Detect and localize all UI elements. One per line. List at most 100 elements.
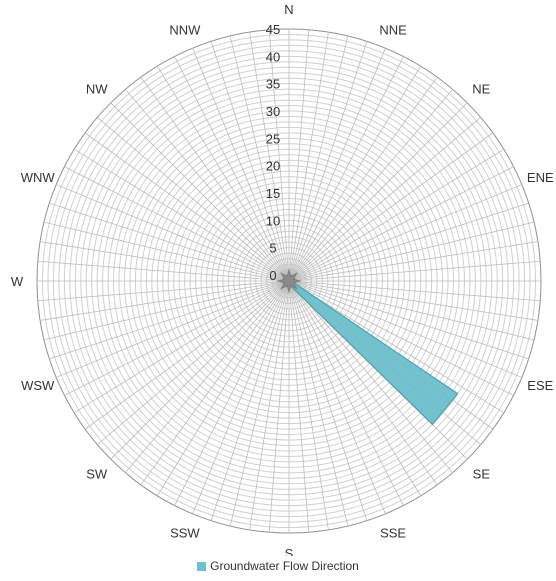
grid-spoke (293, 132, 494, 278)
radial-tick-label: 5 (269, 241, 276, 256)
radial-tick-label: 45 (266, 22, 280, 37)
radial-tick-label: 0 (269, 268, 276, 283)
radial-tick-label: 20 (266, 159, 280, 174)
direction-label: SE (473, 466, 491, 481)
grid-spoke (290, 48, 386, 276)
grid-spoke (37, 260, 284, 281)
grid-spoke (249, 32, 289, 276)
grid-spoke (140, 76, 286, 277)
direction-label: SW (86, 466, 108, 481)
grid-spoke (268, 286, 289, 533)
grid-spoke (293, 148, 505, 279)
grid-spoke (229, 35, 288, 276)
direction-label: SSE (380, 525, 406, 540)
grid-spoke (290, 41, 368, 276)
grid-spoke (290, 286, 386, 514)
grid-spoke (156, 285, 287, 497)
legend-swatch (197, 562, 207, 571)
grid-spoke (110, 102, 286, 278)
direction-label: SSW (170, 525, 200, 540)
grid-spoke (294, 283, 514, 396)
grid-spoke (290, 35, 349, 276)
grid-spoke (174, 286, 287, 506)
legend-label: Groundwater Flow Direction (210, 559, 359, 573)
grid-spoke (43, 221, 284, 280)
grid-spoke (294, 260, 541, 281)
direction-label: N (284, 2, 293, 17)
grid-spoke (174, 56, 287, 276)
grid-spoke (294, 282, 535, 341)
grid-spoke (292, 285, 438, 486)
grid-spoke (49, 202, 284, 280)
grid-spoke (292, 89, 453, 277)
direction-label: NNW (169, 23, 201, 38)
grid-spoke (294, 221, 535, 280)
grid-spoke (84, 284, 285, 430)
grid-spoke (293, 283, 505, 414)
grid-spoke (289, 32, 329, 276)
grid-spoke (293, 117, 481, 278)
grid-spoke (294, 281, 541, 302)
grid-spoke (97, 117, 285, 278)
grid-spoke (210, 41, 288, 276)
grid-spoke (40, 241, 284, 281)
grid-spoke (56, 184, 284, 280)
grid-spoke (37, 281, 284, 302)
grid-spoke (294, 166, 514, 279)
radial-tick-label: 35 (266, 77, 280, 92)
grid-spoke (292, 76, 438, 277)
grid-spoke (289, 29, 310, 276)
grid-spoke (64, 283, 284, 396)
grid-spoke (192, 286, 288, 514)
grid-spoke (291, 286, 404, 506)
grid-spoke (294, 184, 522, 280)
direction-label: NNE (379, 23, 407, 38)
grid-spoke (292, 102, 468, 278)
grid-spoke (140, 285, 286, 486)
grid-spoke (294, 282, 529, 360)
direction-label: S (285, 546, 294, 556)
grid-spoke (49, 282, 284, 360)
grid-spoke (156, 65, 287, 277)
series-center-hub (276, 268, 302, 294)
radial-tick-label: 40 (266, 49, 280, 64)
radial-tick-label: 25 (266, 131, 280, 146)
direction-label: NW (86, 82, 108, 97)
grid-spoke (64, 166, 284, 279)
grid-spoke (73, 148, 285, 279)
wind-rose-chart: 051015202530354045NNNENEENEEESESESSESSSW… (11, 2, 554, 556)
direction-label: ENE (527, 170, 554, 185)
grid-spoke (291, 56, 404, 276)
grid-spoke (43, 282, 284, 341)
grid-spoke (73, 283, 285, 414)
grid-spoke (268, 29, 289, 276)
grid-spoke (291, 65, 422, 277)
grid-spoke (125, 285, 286, 473)
legend: Groundwater Flow Direction (0, 559, 556, 573)
grid-spoke (289, 286, 329, 530)
radial-tick-label: 30 (266, 104, 280, 119)
radial-tick-label: 10 (266, 213, 280, 228)
grid-spoke (294, 281, 538, 321)
grid-spoke (56, 282, 284, 378)
grid-spoke (292, 285, 453, 473)
grid-spoke (97, 284, 285, 445)
grid-spoke (84, 132, 285, 278)
grid-spoke (290, 286, 349, 527)
grid-spoke (192, 48, 288, 276)
direction-label: ESE (527, 378, 553, 393)
grid-spoke (294, 282, 522, 378)
grid-spoke (290, 286, 368, 521)
grid-spoke (40, 281, 284, 321)
grid-spoke (229, 286, 288, 527)
grid-spoke (249, 286, 289, 530)
grid-spoke (110, 284, 286, 460)
grid-spoke (289, 286, 310, 533)
direction-label: WNW (21, 170, 56, 185)
direction-label: WSW (21, 378, 55, 393)
direction-label: NE (472, 82, 490, 97)
radial-tick-label: 15 (266, 186, 280, 201)
grid-spoke (210, 286, 288, 521)
grid-spoke (294, 241, 538, 281)
grid-spoke (291, 285, 422, 497)
